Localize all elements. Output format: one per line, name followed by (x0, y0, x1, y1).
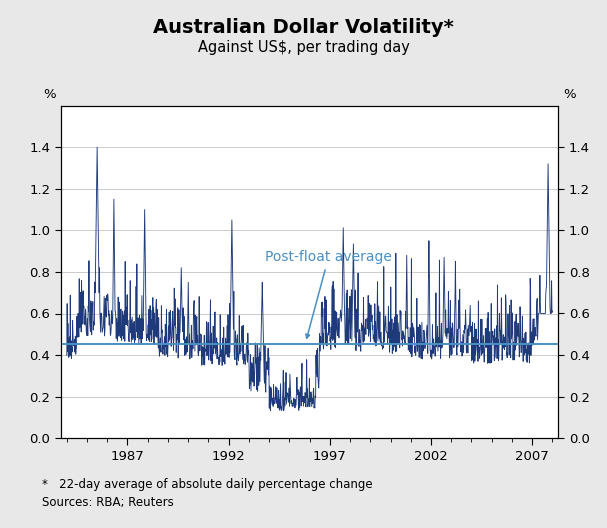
Text: Post-float average: Post-float average (265, 250, 392, 338)
Text: Australian Dollar Volatility*: Australian Dollar Volatility* (153, 18, 454, 37)
Text: *   22-day average of absolute daily percentage change: * 22-day average of absolute daily perce… (42, 478, 373, 491)
Text: Sources: RBA; Reuters: Sources: RBA; Reuters (42, 496, 174, 510)
Text: Against US$, per trading day: Against US$, per trading day (197, 40, 410, 54)
Text: %: % (563, 88, 576, 101)
Text: %: % (43, 88, 56, 101)
